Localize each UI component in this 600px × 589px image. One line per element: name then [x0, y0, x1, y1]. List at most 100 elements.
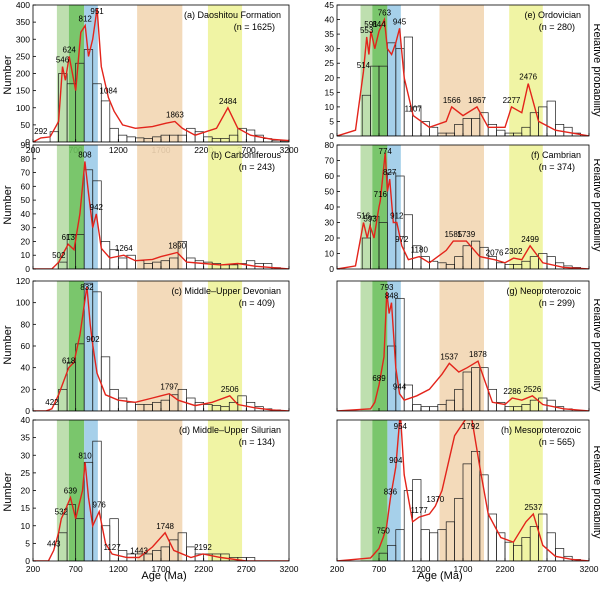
histogram-bar	[126, 401, 136, 411]
band-blue	[84, 145, 98, 269]
histogram-bar	[92, 291, 102, 411]
panel-f: 0 10 20 30 40 50 60 70 80 (f) Cambrian (n = 374) 51…	[325, 140, 590, 274]
y-tick-label: 350	[16, 17, 30, 27]
panel-n-count: (n = 299)	[539, 298, 575, 308]
band-green-dark	[68, 281, 85, 411]
band-green-light	[360, 281, 373, 411]
band-yellow	[509, 281, 543, 411]
y-tick-label: 0	[329, 264, 334, 274]
y-tick-label: 15	[21, 503, 31, 513]
y-tick-label: 20	[21, 236, 31, 246]
histogram-bar	[546, 256, 556, 269]
probability-curve	[33, 161, 289, 269]
peak-age-label: 532	[55, 508, 69, 517]
band-yellow	[207, 145, 243, 269]
y-axis-label-left-2: Number	[2, 185, 14, 224]
peak-age-label: 904	[389, 456, 403, 465]
x-tick-label: 200	[330, 564, 344, 574]
peak-age-label: 1739	[457, 230, 475, 239]
probability-curve	[33, 8, 289, 142]
peak-age-label: 844	[372, 20, 386, 29]
peak-age-label: 1107	[405, 105, 423, 114]
band-green-light	[56, 281, 69, 411]
x-tick-label: 1700	[152, 564, 171, 574]
histogram-bar	[555, 548, 565, 561]
peak-age-label: 951	[90, 7, 104, 16]
band-blue	[387, 145, 401, 269]
panel-title: (h) Mesoproterozoic	[501, 425, 582, 435]
y-tick-label: 80	[21, 154, 31, 164]
probability-curve	[337, 152, 589, 269]
peak-age-label: 808	[78, 151, 92, 160]
band-yellow	[207, 5, 243, 142]
peak-age-label: 2499	[521, 235, 539, 244]
band-yellow	[509, 145, 543, 269]
y-tick-label: 60	[325, 171, 335, 181]
band-orange	[137, 420, 183, 561]
x-axis-label-left: Age (Ma)	[141, 570, 186, 582]
y-tick-label: 40	[325, 15, 335, 25]
peak-age-label: 836	[384, 487, 398, 496]
y-tick-label: 0	[25, 406, 30, 416]
peak-age-label: 1748	[156, 522, 174, 531]
x-tick-label: 1200	[109, 564, 128, 574]
histogram-bar	[100, 356, 111, 411]
band-orange	[439, 5, 484, 136]
x-tick-label: 200	[26, 564, 40, 574]
histogram-bar	[117, 134, 128, 142]
histogram-bar	[109, 518, 119, 561]
peak-age-label: 902	[86, 335, 100, 344]
probability-curve	[337, 420, 589, 561]
x-tick-label: 3200	[580, 564, 599, 574]
y-tick-label: 35	[325, 29, 335, 39]
histogram-bar	[403, 36, 413, 136]
y-tick-label: 0	[25, 556, 30, 566]
band-green-dark	[372, 281, 388, 411]
x-tick-label: 2200	[194, 145, 213, 155]
peak-age-label: 292	[34, 127, 48, 136]
histogram-bar	[100, 100, 111, 142]
histogram-bar	[194, 260, 205, 269]
band-green-dark	[372, 145, 388, 269]
band-green-light	[360, 420, 373, 561]
panel-title: (b) Carboniferous	[211, 150, 282, 160]
peak-age-label: 2192	[194, 543, 212, 552]
peak-age-label: 832	[80, 283, 94, 292]
x-tick-label: 1700	[454, 564, 473, 574]
y-tick-label: 400	[16, 0, 30, 10]
y-tick-label: 25	[325, 58, 335, 68]
peak-age-label: 912	[390, 212, 404, 221]
peak-age-label: 422	[45, 398, 59, 407]
y-tick-label: 0	[25, 137, 30, 147]
y-tick-label: 20	[325, 73, 335, 83]
y-tick-label: 20	[21, 384, 31, 394]
probability-curve	[33, 286, 289, 411]
peak-age-label: 774	[379, 147, 393, 156]
peak-age-label: 2476	[519, 73, 537, 82]
peak-age-label: 502	[52, 251, 66, 260]
peak-age-label: 1264	[115, 244, 133, 253]
peak-age-label: 1537	[440, 352, 458, 361]
band-green-light	[360, 5, 373, 136]
y-tick-label: 40	[325, 202, 335, 212]
panel-n-count: (n = 374)	[539, 162, 575, 172]
y-axis-label-left-1: Number	[2, 55, 14, 94]
peak-age-label: 1180	[411, 246, 429, 255]
y-tick-label: 5	[25, 538, 30, 548]
band-green-dark	[372, 5, 388, 136]
peak-age-label: 618	[62, 357, 76, 366]
peak-age-label: 1867	[468, 96, 486, 105]
y-tick-label: 0	[25, 264, 30, 274]
panel-a: 2007001200170022002700320005010015020025…	[16, 0, 299, 155]
peak-age-label: 1797	[160, 383, 178, 392]
peak-age-label: 1792	[462, 422, 480, 431]
y-tick-label: 30	[325, 218, 335, 228]
band-orange	[137, 145, 183, 269]
band-green-light	[56, 420, 69, 561]
histogram-bar	[487, 388, 497, 411]
peak-age-label: 1443	[130, 546, 148, 555]
peak-age-label: 2302	[505, 247, 523, 256]
band-yellow	[207, 281, 243, 411]
peak-age-label: 812	[79, 15, 93, 24]
